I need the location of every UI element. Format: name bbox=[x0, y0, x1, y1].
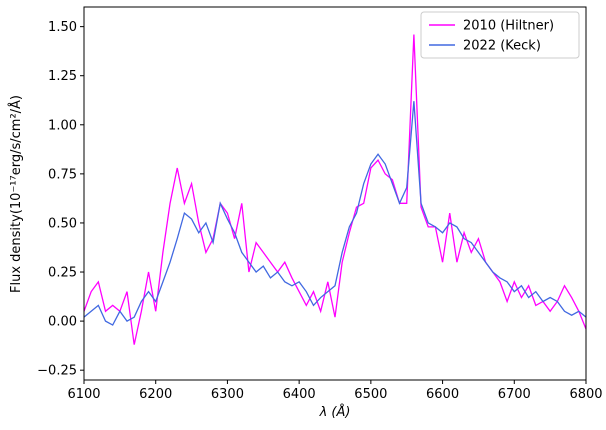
y-tick-label: 1.25 bbox=[48, 69, 77, 84]
y-tick-label: 0.75 bbox=[48, 167, 77, 182]
legend-label: 2022 (Keck) bbox=[463, 39, 541, 54]
x-tick-label: 6500 bbox=[354, 387, 387, 402]
x-tick-label: 6800 bbox=[569, 387, 602, 402]
x-tick-label: 6300 bbox=[211, 387, 244, 402]
y-tick-label: 1.00 bbox=[48, 118, 77, 133]
x-tick-label: 6700 bbox=[498, 387, 531, 402]
y-tick-label: −0.25 bbox=[37, 364, 77, 379]
y-tick-label: 0.25 bbox=[48, 266, 77, 281]
x-tick-label: 6100 bbox=[67, 387, 100, 402]
series-line bbox=[83, 34, 587, 345]
plot-frame bbox=[83, 6, 587, 381]
y-tick-label: 0.50 bbox=[48, 216, 77, 231]
series-line bbox=[83, 101, 587, 326]
y-tick-label: 1.50 bbox=[48, 20, 77, 35]
x-tick-label: 6200 bbox=[139, 387, 172, 402]
x-axis-label: λ (Å) bbox=[319, 404, 351, 420]
x-tick-label: 6400 bbox=[283, 387, 316, 402]
legend-label: 2010 (Hiltner) bbox=[463, 19, 554, 34]
y-axis-label: Flux density(10⁻¹⁷erg/s/cm²/Å) bbox=[8, 95, 24, 293]
x-tick-label: 6600 bbox=[426, 387, 459, 402]
legend-box bbox=[420, 11, 580, 59]
y-tick-label: 0.00 bbox=[48, 315, 77, 330]
